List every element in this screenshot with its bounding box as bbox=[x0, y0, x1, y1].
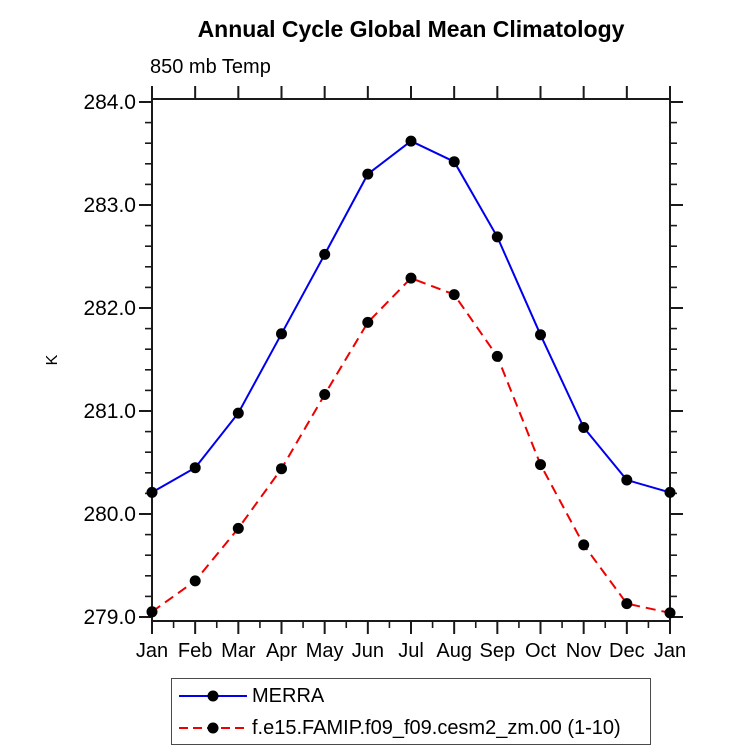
legend-label-merra: MERRA bbox=[252, 684, 325, 707]
x-tick-label: Apr bbox=[266, 640, 297, 662]
data-point-model bbox=[276, 463, 287, 475]
legend-marker-dot bbox=[207, 722, 219, 733]
data-point-merra bbox=[405, 135, 417, 147]
x-tick-label: Aug bbox=[436, 640, 472, 662]
data-point-model bbox=[621, 598, 633, 610]
data-point-model bbox=[362, 316, 374, 328]
x-tick-label: Jun bbox=[352, 640, 384, 662]
data-point-merra bbox=[362, 168, 374, 180]
y-tick-label: 280.0 bbox=[83, 503, 136, 526]
data-point-merra bbox=[189, 462, 201, 474]
x-tick-label: Nov bbox=[566, 640, 602, 662]
chart-title: Annual Cycle Global Mean Climatology bbox=[197, 16, 625, 42]
data-point-merra bbox=[578, 422, 590, 433]
data-point-merra bbox=[448, 156, 460, 168]
x-tick-label: Dec bbox=[609, 640, 645, 662]
x-tick-label: Oct bbox=[525, 640, 557, 662]
x-tick-label: Jan bbox=[136, 640, 168, 662]
legend-line-sample-dashed bbox=[179, 722, 247, 733]
chart-subtitle: 850 mb Temp bbox=[150, 56, 271, 78]
plot-frame bbox=[151, 98, 671, 622]
data-point-merra bbox=[232, 407, 244, 419]
data-point-model bbox=[491, 350, 503, 362]
data-point-model bbox=[189, 575, 201, 587]
y-tick-label: 279.0 bbox=[83, 606, 136, 629]
data-point-model bbox=[319, 389, 331, 400]
legend-item-merra: MERRA bbox=[177, 682, 650, 710]
data-point-model bbox=[232, 522, 244, 534]
x-tick-label: May bbox=[306, 640, 344, 662]
series-line-model bbox=[151, 276, 671, 614]
data-point-merra bbox=[535, 329, 546, 341]
data-point-merra bbox=[621, 474, 633, 486]
y-tick-label: 284.0 bbox=[83, 91, 136, 114]
data-point-model bbox=[664, 607, 676, 619]
data-point-model bbox=[146, 606, 158, 618]
chart-legend: MERRA f.e15.FAMIP.f09_f09.cesm2_zm.00 (1… bbox=[171, 678, 651, 745]
data-point-model bbox=[535, 459, 546, 471]
data-point-model bbox=[578, 539, 590, 551]
x-tick-label: Jan bbox=[654, 640, 686, 662]
y-tick-label: 282.0 bbox=[83, 297, 136, 320]
y-tick-label: 283.0 bbox=[83, 194, 136, 217]
data-point-merra bbox=[319, 248, 331, 260]
legend-item-model: f.e15.FAMIP.f09_f09.cesm2_zm.00 (1-10) bbox=[177, 714, 650, 742]
data-point-model bbox=[405, 272, 417, 284]
x-tick-label: Jul bbox=[398, 640, 424, 662]
legend-marker-dot bbox=[207, 690, 219, 701]
legend-line-sample-solid bbox=[179, 690, 247, 701]
y-tick-label: 281.0 bbox=[83, 400, 136, 423]
data-point-merra bbox=[491, 231, 503, 243]
series-line-merra bbox=[151, 139, 671, 494]
data-point-merra bbox=[276, 328, 287, 340]
y-axis-label: K bbox=[44, 354, 61, 365]
data-point-merra bbox=[664, 486, 676, 498]
data-point-merra bbox=[146, 486, 158, 498]
data-point-model bbox=[448, 289, 460, 301]
x-tick-label: Sep bbox=[480, 640, 516, 662]
x-tick-label: Feb bbox=[178, 640, 212, 662]
x-tick-label: Mar bbox=[221, 640, 256, 662]
legend-label-model: f.e15.FAMIP.f09_f09.cesm2_zm.00 (1-10) bbox=[252, 716, 621, 739]
